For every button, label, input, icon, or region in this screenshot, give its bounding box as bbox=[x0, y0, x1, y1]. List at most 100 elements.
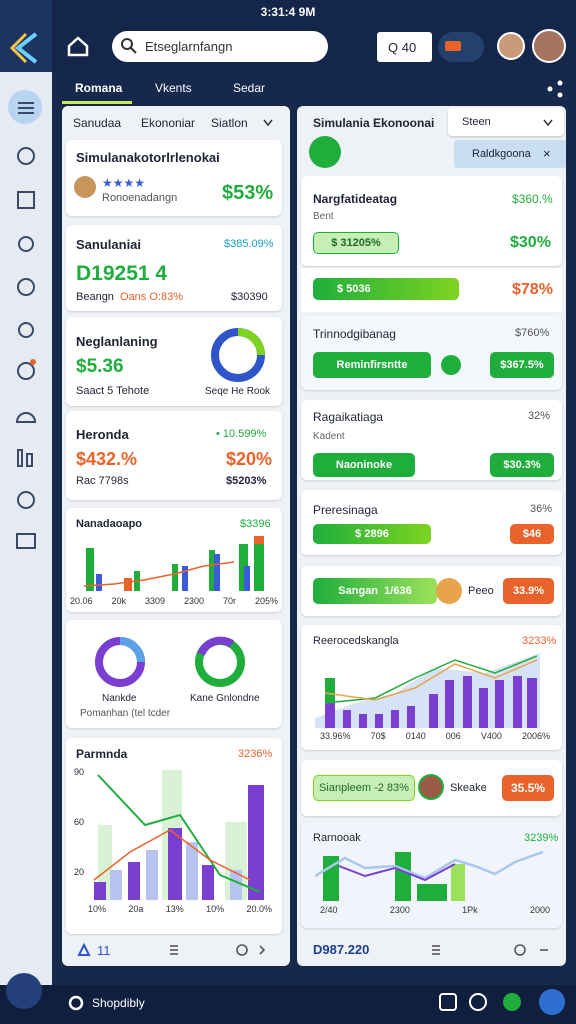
card-sub: Kadent bbox=[313, 431, 345, 442]
chart-title: Rarnooak bbox=[313, 832, 361, 844]
button[interactable]: Reminfirsntte bbox=[313, 352, 431, 378]
chart-pct: 3233% bbox=[522, 635, 557, 647]
x-tick-label: 3309 bbox=[144, 596, 166, 606]
donut bbox=[211, 328, 265, 382]
card-pct: 32% bbox=[528, 410, 551, 422]
settings-icon[interactable] bbox=[66, 993, 86, 1013]
card-title: Preresinaga bbox=[313, 503, 378, 517]
x-tick-label: 10% bbox=[88, 904, 107, 914]
y-tick-label: 60 bbox=[74, 817, 85, 827]
card-title: Simulanakotorlrlenokai bbox=[76, 150, 220, 165]
button-text: Sangan bbox=[338, 585, 379, 597]
chart-title: Nanadaoapo bbox=[76, 518, 143, 530]
card-sub: Saact 5 Tehote bbox=[76, 385, 150, 397]
avatar bbox=[436, 578, 462, 604]
donut-label: Nankde bbox=[102, 693, 137, 704]
card-title: Heronda bbox=[76, 427, 129, 442]
chart-pct: 3239% bbox=[524, 832, 559, 844]
search-text: Etseglarnfangn bbox=[145, 39, 233, 54]
panel-title: Simulania Ekonoonai bbox=[313, 116, 435, 130]
x-tick-label: 20.06 bbox=[70, 596, 93, 606]
card bbox=[66, 140, 282, 216]
chip: Sianpleem -2 83% bbox=[313, 775, 415, 801]
card-sub: Beangn bbox=[76, 291, 114, 303]
search-icon bbox=[121, 38, 137, 54]
badge: $46 bbox=[510, 524, 554, 544]
tab[interactable]: Vkents bbox=[155, 81, 192, 95]
card-value: D19251 4 bbox=[76, 262, 168, 285]
chart-pct: 3236% bbox=[238, 748, 273, 760]
footer-count: 11 bbox=[97, 943, 111, 958]
footer-value: D987.220 bbox=[313, 942, 370, 957]
dot bbox=[441, 355, 461, 375]
search-box[interactable] bbox=[112, 31, 328, 62]
card-pct: $385.09% bbox=[224, 238, 274, 250]
dropdown-text: Steen bbox=[462, 116, 491, 128]
x-tick-label: 2/40 bbox=[320, 905, 338, 915]
area-chart bbox=[315, 850, 544, 901]
card-title: Ragaikatiaga bbox=[313, 410, 384, 424]
chart-title: Reerocedskangla bbox=[313, 635, 399, 647]
card-sub: Oans O:83% bbox=[120, 291, 183, 303]
fab[interactable] bbox=[6, 973, 42, 1009]
badge: 33.9% bbox=[503, 578, 554, 604]
card-sub: $5203% bbox=[226, 475, 267, 487]
subtab[interactable]: Siatlon bbox=[211, 116, 248, 130]
donut bbox=[195, 636, 245, 687]
x-axis: 2/40 2300 1Pk 2000 bbox=[320, 905, 550, 917]
y-tick-label: 20 bbox=[74, 867, 85, 877]
footer-icons[interactable] bbox=[428, 942, 558, 958]
card bbox=[66, 411, 282, 500]
badge: 35.5% bbox=[502, 775, 554, 801]
card-value: $432.% bbox=[76, 449, 138, 469]
tab[interactable]: Sedar bbox=[233, 81, 266, 95]
stars: ★★★★ bbox=[102, 176, 146, 190]
x-tick-label: 33.96% bbox=[320, 731, 351, 741]
x-tick-label: 0140 bbox=[405, 731, 426, 741]
bottom-icons[interactable] bbox=[436, 988, 566, 1018]
progress-bar: $ 5036 bbox=[313, 278, 459, 300]
close[interactable]: × bbox=[543, 146, 551, 161]
card-title: Sanulaniai bbox=[76, 237, 142, 252]
x-tick-label: 70r bbox=[222, 596, 236, 606]
donut-label: Seqe He Rook bbox=[205, 386, 271, 397]
counter: Q 40 bbox=[388, 40, 417, 55]
counter-box[interactable] bbox=[377, 32, 432, 62]
share-icon[interactable] bbox=[545, 79, 565, 99]
button[interactable]: Sangan 1/636 bbox=[313, 578, 437, 604]
footer-icons[interactable] bbox=[166, 942, 266, 958]
x-tick-label: 2000 bbox=[529, 905, 550, 915]
x-tick-label: 205% bbox=[254, 596, 278, 606]
card-sub: Ronoenadangn bbox=[102, 192, 178, 204]
card-value: $78% bbox=[512, 281, 553, 298]
x-axis: 10% 20a 13% 10% 20.0% bbox=[88, 904, 272, 916]
subtab[interactable]: Ekononiar bbox=[141, 116, 196, 130]
time: 3:31:4 9M bbox=[260, 5, 316, 19]
bottom-bar bbox=[0, 985, 576, 1024]
x-tick-label: 70$ bbox=[370, 731, 386, 741]
card bbox=[301, 490, 562, 555]
card-title: Neglanlaning bbox=[76, 334, 158, 349]
filter-pill[interactable] bbox=[454, 140, 566, 168]
y-tick-label: 90 bbox=[74, 767, 85, 777]
badge: $30.3% bbox=[490, 453, 554, 477]
row-name: Peeo bbox=[468, 585, 494, 597]
home-icon[interactable] bbox=[66, 34, 90, 58]
tab[interactable]: Romana bbox=[75, 81, 123, 95]
card-sub: Rac 7798s bbox=[76, 475, 129, 487]
card-value: $5.36 bbox=[76, 356, 124, 377]
avatar[interactable] bbox=[532, 29, 566, 63]
button[interactable]: Naoninoke bbox=[313, 453, 415, 477]
avatar[interactable] bbox=[497, 32, 525, 60]
bottom-label: Shopdibly bbox=[92, 996, 145, 1010]
footer-icon[interactable] bbox=[76, 942, 92, 958]
donut bbox=[95, 637, 145, 687]
combo-chart bbox=[93, 770, 264, 900]
card-value: $53% bbox=[222, 182, 274, 204]
chart-title: Parmnda bbox=[76, 747, 128, 761]
chevron[interactable] bbox=[262, 118, 274, 128]
row-name: Skeake bbox=[450, 782, 487, 794]
x-tick-label: 006 bbox=[445, 731, 461, 741]
subtab[interactable]: Sanudaa bbox=[73, 116, 122, 130]
x-tick-label: 10% bbox=[206, 904, 225, 914]
